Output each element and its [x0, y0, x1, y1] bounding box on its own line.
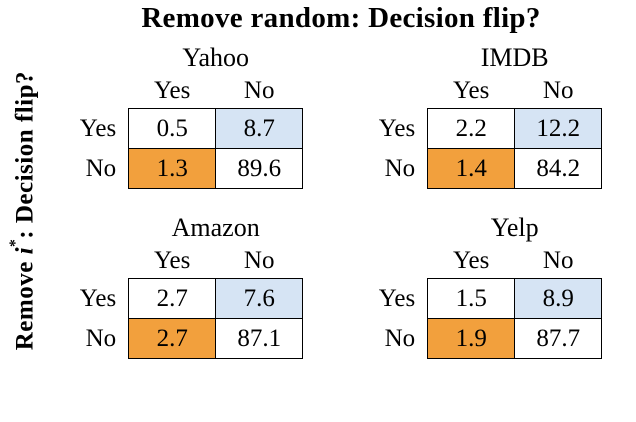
row-header: No	[384, 324, 416, 352]
spacer-cell	[80, 77, 129, 109]
col-header: No	[542, 77, 574, 105]
row-header: No	[85, 324, 117, 352]
matrix-cell: 1.5	[427, 278, 516, 320]
col-header: Yes	[452, 247, 490, 275]
matrix-cell-highlight-orange: 1.9	[427, 318, 516, 360]
row-header: Yes	[378, 114, 416, 142]
matrix-cell-highlight-blue: 8.9	[514, 278, 603, 320]
matrix-cell: 87.1	[215, 318, 304, 360]
confusion-table: Yahoo Yes No Yes 0.5 8.7 No 1.3	[79, 43, 304, 190]
y-label-prefix: Remove	[11, 254, 39, 351]
matrix-cell: 87.7	[514, 318, 603, 360]
col-header: Yes	[452, 77, 490, 105]
matrix-cell-highlight-blue: 12.2	[514, 108, 603, 150]
y-label-variable: i	[11, 247, 39, 255]
y-label-suffix: : Decision flip?	[11, 71, 39, 240]
matrix-cell-highlight-blue: 7.6	[215, 278, 304, 320]
panel-amazon: Amazon Yes No Yes 2.7 7.6 No 2.7	[79, 213, 304, 360]
spacer-cell	[379, 247, 428, 279]
row-header: No	[384, 154, 416, 182]
figure-content: Remove random: Decision flip? Yahoo Yes …	[46, 0, 636, 422]
spacer-cell	[80, 213, 129, 247]
matrix-cell: 89.6	[215, 148, 304, 190]
col-header: Yes	[153, 77, 191, 105]
matrix-cell-highlight-orange: 1.4	[427, 148, 516, 190]
spacer-cell	[80, 43, 129, 77]
matrix-cell: 2.2	[427, 108, 516, 150]
row-header: Yes	[79, 284, 117, 312]
panel-yelp: Yelp Yes No Yes 1.5 8.9 No 1.9	[378, 213, 603, 360]
confusion-table: Yelp Yes No Yes 1.5 8.9 No 1.9	[378, 213, 603, 360]
matrix-cell-highlight-orange: 2.7	[128, 318, 217, 360]
col-header: No	[243, 77, 275, 105]
col-header: No	[542, 247, 574, 275]
row-header: No	[85, 154, 117, 182]
spacer-cell	[379, 213, 428, 247]
panel-imdb: IMDB Yes No Yes 2.2 12.2 No 1.4	[378, 43, 603, 190]
dataset-title: IMDB	[480, 43, 549, 73]
panel-grid: Yahoo Yes No Yes 0.5 8.7 No 1.3	[46, 43, 636, 360]
row-header: Yes	[378, 284, 416, 312]
spacer-cell	[80, 247, 129, 279]
matrix-cell: 0.5	[128, 108, 217, 150]
y-axis-label: Remove i*: Decision flip?	[0, 0, 46, 422]
dataset-title: Amazon	[171, 213, 260, 243]
y-axis-label-text: Remove i*: Decision flip?	[7, 71, 39, 350]
col-header: Yes	[153, 247, 191, 275]
dataset-title: Yahoo	[182, 43, 250, 73]
dataset-title: Yelp	[490, 213, 539, 243]
row-header: Yes	[79, 114, 117, 142]
spacer-cell	[379, 77, 428, 109]
matrix-cell: 2.7	[128, 278, 217, 320]
matrix-cell-highlight-orange: 1.3	[128, 148, 217, 190]
figure-title: Remove random: Decision flip?	[141, 2, 541, 34]
matrix-cell: 84.2	[514, 148, 603, 190]
confusion-table: IMDB Yes No Yes 2.2 12.2 No 1.4	[378, 43, 603, 190]
col-header: No	[243, 247, 275, 275]
confusion-table: Amazon Yes No Yes 2.7 7.6 No 2.7	[79, 213, 304, 360]
spacer-cell	[379, 43, 428, 77]
panel-yahoo: Yahoo Yes No Yes 0.5 8.7 No 1.3	[79, 43, 304, 190]
y-label-superscript: *	[6, 239, 24, 248]
matrix-cell-highlight-blue: 8.7	[215, 108, 304, 150]
